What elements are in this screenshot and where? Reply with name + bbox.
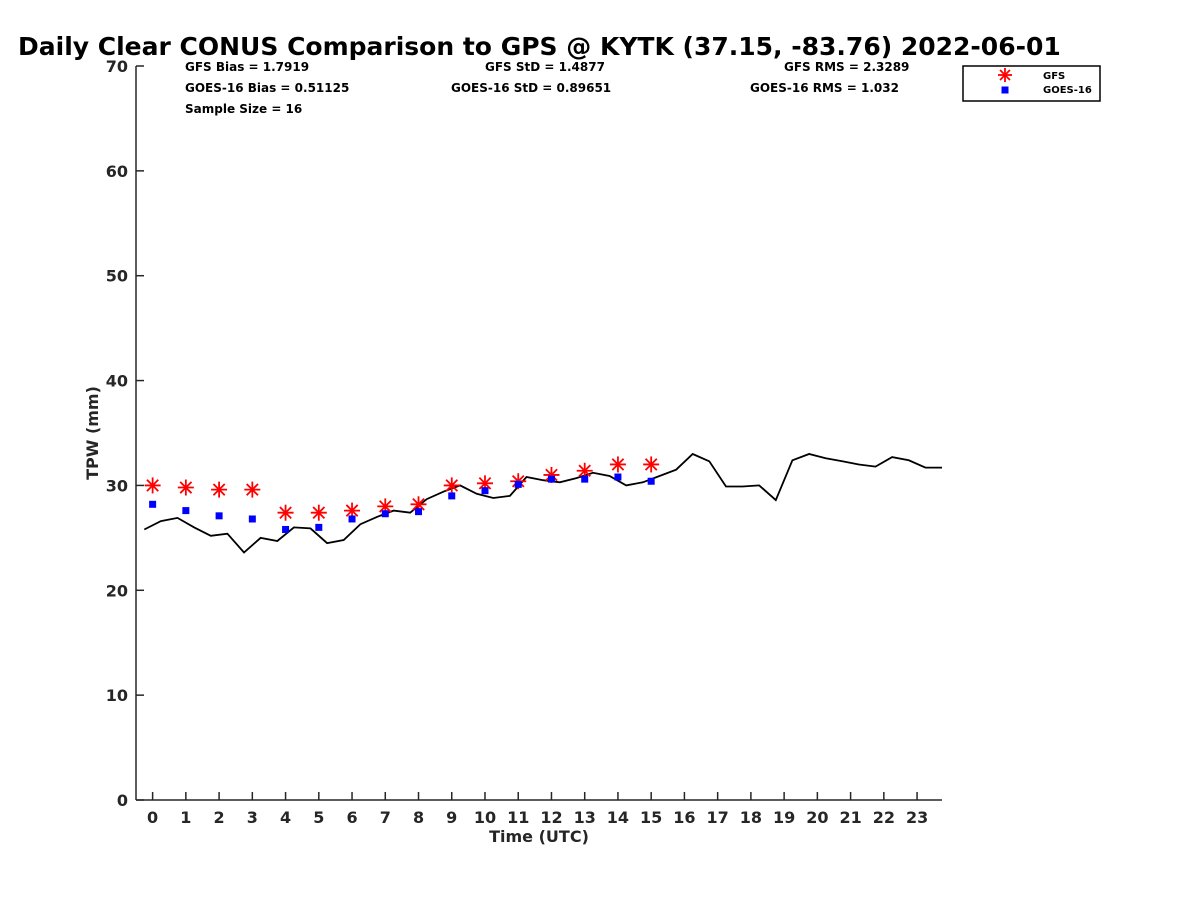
gfs-point	[144, 477, 161, 494]
gfs-rms-stat: GFS RMS = 2.3289	[784, 60, 909, 74]
gfs-point	[177, 479, 194, 496]
goes-bias-stat: GOES-16 Bias = 0.51125	[185, 81, 349, 95]
x-tick-label: 19	[773, 808, 795, 827]
gfs-point	[643, 456, 660, 473]
y-tick-label: 70	[106, 57, 128, 76]
goes16-point	[581, 475, 589, 483]
x-tick-label: 7	[380, 808, 391, 827]
legend-gfs-marker	[998, 68, 1012, 82]
x-tick-label: 20	[806, 808, 828, 827]
x-tick-label: 17	[707, 808, 729, 827]
goes16-point	[547, 475, 555, 483]
y-tick-label: 0	[117, 791, 128, 810]
goes16-point	[282, 525, 290, 533]
goes16-point	[448, 492, 456, 500]
x-tick-label: 0	[147, 808, 158, 827]
gfs-point	[211, 481, 228, 498]
x-tick-label: 6	[346, 808, 357, 827]
x-tick-label: 23	[906, 808, 928, 827]
y-tick-label: 10	[106, 686, 128, 705]
goes16-point	[149, 500, 157, 508]
x-tick-label: 9	[446, 808, 457, 827]
y-tick-label: 40	[106, 372, 128, 391]
x-tick-label: 22	[873, 808, 895, 827]
goes16-point	[182, 507, 190, 515]
legend-box	[962, 65, 1101, 102]
x-tick-label: 2	[214, 808, 225, 827]
goes16-point	[381, 510, 389, 518]
sample-size-stat: Sample Size = 16	[185, 102, 302, 116]
x-tick-label: 12	[540, 808, 562, 827]
legend-goes16-label: GOES-16	[1043, 85, 1092, 96]
x-tick-label: 1	[180, 808, 191, 827]
y-tick-label: 50	[106, 267, 128, 286]
y-tick-label: 30	[106, 476, 128, 495]
gps-series-line	[143, 452, 942, 554]
x-tick-label: 15	[640, 808, 662, 827]
x-tick-label: 10	[474, 808, 496, 827]
y-tick-label: 60	[106, 162, 128, 181]
goes16-point	[514, 480, 522, 488]
gfs-point	[310, 504, 327, 521]
x-tick-label: 21	[839, 808, 861, 827]
goes16-point	[415, 508, 423, 516]
legend: GFS GOES-16	[962, 65, 1101, 102]
legend-goes16-marker	[1001, 86, 1009, 94]
x-tick-label: 5	[313, 808, 324, 827]
legend-gfs-label: GFS	[1043, 71, 1065, 82]
gfs-point	[244, 481, 261, 498]
gfs-point	[344, 502, 361, 519]
goes-std-stat: GOES-16 StD = 0.89651	[451, 81, 611, 95]
goes16-point	[215, 512, 223, 520]
goes16-point	[481, 487, 489, 495]
gfs-point	[609, 456, 626, 473]
x-tick-label: 16	[673, 808, 695, 827]
plot-area	[143, 452, 942, 554]
gfs-point	[277, 504, 294, 521]
x-tick-label: 11	[507, 808, 529, 827]
goes16-point	[647, 477, 655, 485]
x-axis-label: Time (UTC)	[489, 827, 589, 846]
x-tick-label: 13	[574, 808, 596, 827]
x-tick-label: 3	[247, 808, 258, 827]
x-tick-label: 8	[413, 808, 424, 827]
goes16-point	[248, 515, 256, 523]
goes16-point	[614, 473, 622, 481]
x-tick-label: 14	[607, 808, 629, 827]
x-tick-label: 18	[740, 808, 762, 827]
gfs-bias-stat: GFS Bias = 1.7919	[185, 60, 309, 74]
y-axis-label: TPW (mm)	[83, 386, 102, 480]
goes16-point	[348, 515, 356, 523]
goes-rms-stat: GOES-16 RMS = 1.032	[750, 81, 899, 95]
y-tick-label: 20	[106, 581, 128, 600]
gfs-point	[443, 477, 460, 494]
goes16-point	[315, 523, 323, 531]
stats-block: GFS Bias = 1.7919 GOES-16 Bias = 0.51125…	[185, 60, 909, 116]
gfs-std-stat: GFS StD = 1.4877	[485, 60, 605, 74]
chart-title: Daily Clear CONUS Comparison to GPS @ KY…	[18, 32, 1061, 61]
x-tick-label: 4	[280, 808, 291, 827]
